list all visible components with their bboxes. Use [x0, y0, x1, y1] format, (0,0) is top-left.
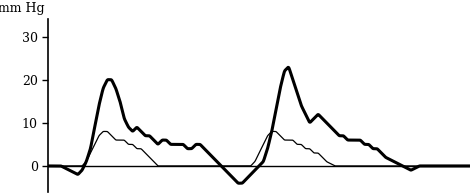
Text: mm Hg: mm Hg — [0, 2, 44, 15]
